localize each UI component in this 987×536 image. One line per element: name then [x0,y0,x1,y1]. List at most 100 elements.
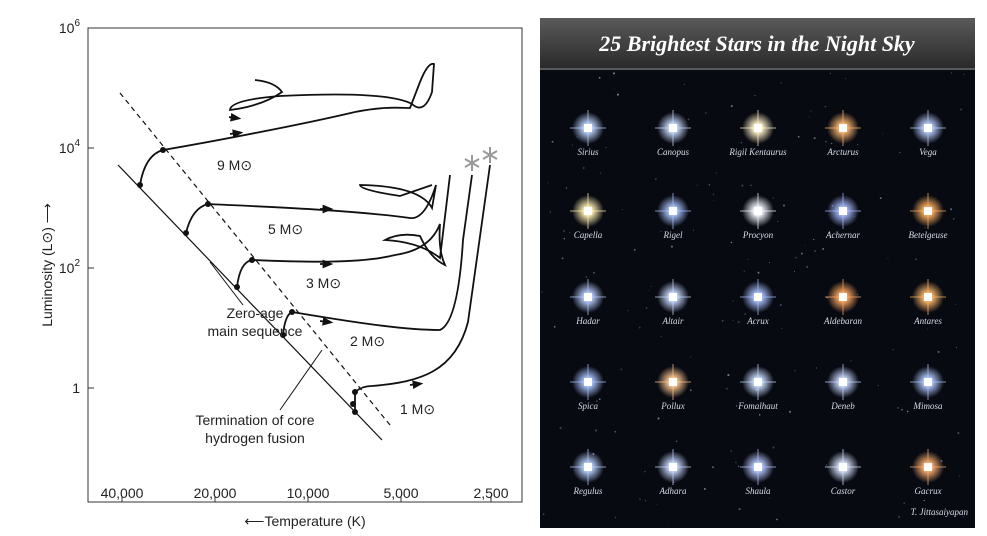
bg-star [897,407,899,409]
x-tick-label: 20,000 [194,485,237,501]
bg-star [594,429,597,432]
bg-star [899,151,901,154]
bg-star [794,270,795,272]
star-core [839,378,847,386]
star-core [924,293,932,301]
bg-star [750,184,752,186]
star-core [584,463,592,471]
bg-star [654,178,657,180]
star-name: Procyon [742,230,774,240]
bg-star [955,304,956,305]
bg-star [926,328,928,330]
bg-star [769,497,771,499]
bg-star [645,500,647,502]
star-core [754,124,762,132]
bg-star [737,465,740,468]
bg-star [950,72,953,74]
bg-star [772,446,775,449]
tick-base: 10 [59,20,75,36]
leader-line [279,349,323,411]
bg-star [639,498,641,500]
bg-star [614,430,617,433]
annotation: main sequence [208,323,303,339]
bg-star [850,360,852,362]
star-core [754,378,762,386]
x-tick-label: 40,000 [101,485,144,501]
bg-star [950,208,953,211]
bg-star [561,257,564,260]
bg-star [806,266,808,268]
bg-star [898,516,901,518]
tick-exp: 6 [74,18,80,29]
bg-star [732,300,734,302]
star-name: Pollux [660,401,685,411]
bg-star [690,356,692,358]
bg-star [814,250,817,253]
bg-star [958,475,960,477]
bg-star [952,218,955,220]
x-tick-label: 2,500 [473,485,508,501]
star-name: Rigel [663,230,683,240]
bg-star [735,405,738,407]
star-name: Achernar [825,230,860,240]
bg-star [621,209,623,210]
star-name: Mimosa [913,401,943,411]
bg-star [638,326,641,329]
star-core [584,378,592,386]
star-core [669,378,677,386]
bg-star [565,187,568,189]
star-name: Arcturus [826,147,859,157]
bg-star [903,502,905,504]
bg-star [744,313,747,315]
bg-star [650,285,652,287]
bg-star [551,140,554,143]
bg-star [830,142,833,145]
y-tick-label: 1 [72,380,80,396]
star-core [924,124,932,132]
star-panel: 25 Brightest Stars in the Night Sky Siri… [540,18,975,528]
bg-star [712,466,714,469]
bg-star [960,108,963,111]
bg-star [542,513,545,516]
bg-star [962,516,964,518]
star-name: Altair [661,316,683,326]
tick-exp: 2 [74,258,80,269]
bg-star [887,257,889,259]
bg-star [644,470,646,473]
star-name: Sirius [577,147,599,157]
bg-star [810,110,812,112]
bg-star [599,172,602,174]
bg-star [741,184,744,187]
bg-star [882,133,884,135]
mass-label: 9 M⊙ [217,157,252,173]
plot-frame [87,27,523,503]
star-name: Gacrux [915,486,942,496]
bg-star [648,289,650,291]
star-core [584,207,592,215]
bg-star [780,82,782,84]
bg-star [656,503,658,505]
bg-star [823,75,825,76]
star-core [924,378,932,386]
bg-star [687,118,690,121]
track-2 [282,174,473,336]
star-core [584,293,592,301]
bg-star [693,229,695,231]
tick-base: 10 [59,140,75,156]
bg-star [892,348,894,351]
bg-star [955,346,958,348]
bg-star [715,172,718,174]
star-core [839,207,847,215]
bg-star [730,105,733,108]
bg-star [730,241,733,244]
star-core [669,124,677,132]
bg-star [559,426,562,430]
star-name: Regulus [573,486,603,496]
bg-star [571,144,573,146]
star-core [754,463,762,471]
bg-star [547,182,549,184]
points [137,147,358,415]
